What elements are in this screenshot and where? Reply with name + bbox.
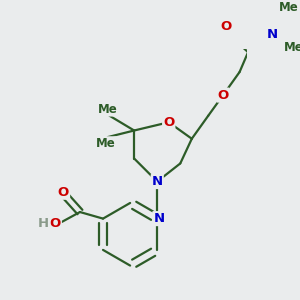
Text: Me: Me [96, 137, 116, 150]
Text: N: N [153, 212, 164, 225]
Text: Me: Me [279, 1, 299, 14]
Text: O: O [221, 20, 232, 33]
Text: O: O [163, 116, 174, 129]
Text: N: N [267, 28, 278, 40]
Text: Me: Me [98, 103, 118, 116]
Text: O: O [218, 88, 229, 102]
Text: Me: Me [284, 41, 300, 54]
Text: O: O [50, 217, 61, 230]
Text: H: H [38, 217, 49, 230]
Text: N: N [152, 175, 163, 188]
Text: O: O [58, 186, 69, 199]
